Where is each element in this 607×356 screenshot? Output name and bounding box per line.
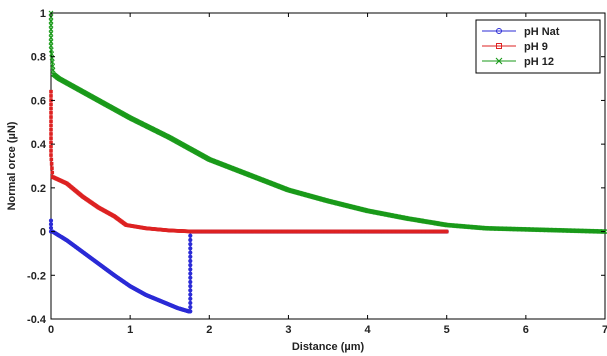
data-point <box>188 246 193 251</box>
data-point <box>49 106 53 111</box>
data-point <box>49 162 54 166</box>
data-point <box>188 292 193 297</box>
series-ph-9 <box>49 89 449 234</box>
legend-label: pH 12 <box>524 56 554 68</box>
legend: pH Nat pH 9 pH 12 <box>475 19 601 74</box>
data-point <box>49 51 55 57</box>
data-point <box>49 119 53 124</box>
data-point <box>188 288 193 293</box>
y-tick-label: 0.2 <box>31 183 46 195</box>
data-point <box>48 18 54 24</box>
legend-item: pH 12 <box>482 56 554 68</box>
legend-label: pH 9 <box>524 41 548 53</box>
y-tick-label: 0.6 <box>31 95 46 107</box>
data-point <box>48 35 54 40</box>
y-tick-label: 0.4 <box>31 139 47 151</box>
data-point <box>188 258 193 264</box>
data-point <box>48 43 54 49</box>
legend-marker <box>496 43 502 49</box>
y-tick-label: -0.2 <box>27 270 46 282</box>
legend-marker <box>495 57 503 65</box>
data-point <box>188 267 193 272</box>
data-point <box>188 284 193 289</box>
y-tick-label: -0.4 <box>27 314 47 326</box>
data-point <box>188 271 193 276</box>
data-point <box>50 63 56 69</box>
y-tick-label: 0 <box>40 227 46 239</box>
data-point <box>48 39 54 45</box>
x-tick-label: 1 <box>127 324 133 336</box>
x-tick-label: 7 <box>602 324 607 336</box>
legend-item: pH Nat <box>482 26 560 38</box>
data-point <box>49 59 55 65</box>
data-point <box>48 47 54 53</box>
data-point <box>48 14 54 20</box>
data-point <box>48 222 54 227</box>
data-point <box>49 157 54 162</box>
legend-label: pH Nat <box>524 26 560 38</box>
y-tick-label: 0.8 <box>31 52 46 64</box>
x-tick-label: 0 <box>48 324 54 336</box>
data-point <box>188 237 193 243</box>
data-point <box>48 27 54 32</box>
data-point <box>49 111 53 115</box>
legend-marker <box>496 28 502 34</box>
x-axis-label: Distance (µm) <box>292 341 365 353</box>
x-tick-label: 6 <box>523 324 529 336</box>
data-point <box>188 242 193 247</box>
data-point <box>49 149 53 153</box>
data-point <box>188 263 193 268</box>
data-point <box>49 153 53 157</box>
data-point <box>444 229 449 234</box>
data-point <box>49 136 53 140</box>
data-point <box>48 225 54 231</box>
legend-item: pH 9 <box>482 41 548 53</box>
data-point <box>188 296 193 301</box>
data-point <box>188 275 193 280</box>
data-point <box>49 140 53 145</box>
data-point <box>49 144 53 149</box>
data-point <box>188 309 193 314</box>
data-point <box>49 123 53 128</box>
data-point <box>49 89 53 94</box>
data-point <box>49 115 53 119</box>
x-tick-label: 2 <box>206 324 212 336</box>
series-layer <box>48 10 607 314</box>
data-point <box>188 254 193 259</box>
ticks-layer: 0 1 2 3 4 5 6 7 -0.4 -0.2 0 0.2 0.4 0.6 0.8 1 <box>27 8 607 336</box>
data-point <box>48 22 54 28</box>
x-tick-label: 4 <box>365 324 372 336</box>
data-point <box>188 250 193 255</box>
data-point <box>49 102 53 107</box>
data-point <box>188 279 193 285</box>
data-point <box>50 166 54 170</box>
data-point <box>50 67 56 73</box>
data-point <box>188 300 193 306</box>
x-tick-label: 3 <box>285 324 291 336</box>
data-point <box>49 94 53 98</box>
y-axis-label: Normal orce (µN) <box>6 121 18 210</box>
y-tick-label: 1 <box>40 8 46 20</box>
data-point <box>50 170 55 175</box>
data-point <box>49 127 53 132</box>
data-point <box>49 132 53 136</box>
series-ph-12 <box>48 10 607 234</box>
data-point <box>48 218 54 223</box>
data-point <box>48 31 54 36</box>
x-tick-label: 5 <box>444 324 450 336</box>
data-point <box>188 305 193 310</box>
data-point <box>188 233 193 238</box>
